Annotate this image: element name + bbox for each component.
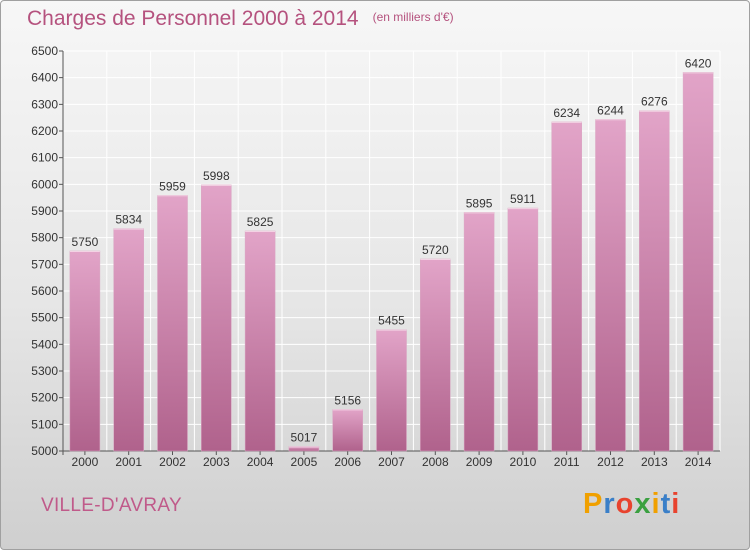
data-label: 5455 bbox=[378, 314, 405, 328]
bar bbox=[551, 121, 582, 452]
data-label: 5911 bbox=[510, 192, 536, 206]
bar bbox=[244, 230, 276, 452]
data-label: 5998 bbox=[203, 169, 230, 183]
y-tick-label: 6400 bbox=[31, 71, 58, 85]
x-tick-label: 2007 bbox=[378, 455, 405, 469]
data-label: 5959 bbox=[159, 179, 186, 193]
x-tick-label: 2004 bbox=[247, 455, 274, 469]
data-label: 5017 bbox=[291, 430, 318, 444]
x-tick-label: 2002 bbox=[159, 455, 186, 469]
y-tick-labels: 5000 5100 5200 5300 5400 5500 5600 5700 5800 5900… bbox=[31, 44, 58, 458]
commune-name: VILLE-D'AVRAY bbox=[41, 495, 182, 516]
brand-letter: r bbox=[603, 488, 616, 520]
y-tick-label: 5100 bbox=[31, 417, 58, 431]
x-tick-label: 2005 bbox=[291, 455, 318, 469]
bar bbox=[69, 250, 101, 452]
bar bbox=[332, 409, 363, 452]
x-tick-label: 2000 bbox=[72, 455, 99, 469]
x-tick-label: 2014 bbox=[685, 455, 712, 469]
bar bbox=[639, 110, 670, 452]
data-label: 5895 bbox=[466, 196, 493, 210]
y-tick-label: 5000 bbox=[31, 444, 58, 458]
bar bbox=[201, 184, 232, 452]
data-label: 5156 bbox=[334, 393, 361, 407]
data-label: 5834 bbox=[115, 213, 142, 227]
bar bbox=[507, 207, 539, 452]
proxiti-logo[interactable]: Proxiti bbox=[583, 488, 680, 521]
y-tick-label: 5400 bbox=[31, 337, 58, 351]
y-tick-label: 5900 bbox=[31, 204, 58, 218]
y-tick-label: 5500 bbox=[31, 311, 58, 325]
bar bbox=[376, 329, 407, 452]
y-tick-label: 6100 bbox=[31, 151, 58, 165]
x-tick-label: 2006 bbox=[334, 455, 361, 469]
bar bbox=[595, 119, 626, 452]
bar bbox=[463, 212, 495, 452]
chart-title-text: Charges de Personnel 2000 à 2014 bbox=[27, 7, 359, 30]
brand-letter: i bbox=[671, 488, 681, 520]
x-tick-label: 2012 bbox=[597, 455, 624, 469]
data-label: 5750 bbox=[72, 235, 99, 249]
y-tick-label: 5300 bbox=[31, 364, 58, 378]
y-tick-label: 5600 bbox=[31, 284, 58, 298]
chart-title: Charges de Personnel 2000 à 2014 (en mill… bbox=[27, 7, 454, 31]
brand-letter: P bbox=[583, 488, 604, 520]
bar bbox=[420, 258, 451, 452]
bar bbox=[682, 72, 714, 452]
data-label: 6244 bbox=[597, 103, 624, 117]
data-label: 6234 bbox=[553, 106, 580, 120]
y-tick-label: 5800 bbox=[31, 231, 58, 245]
y-tick-label: 6500 bbox=[31, 44, 58, 58]
bar bbox=[113, 228, 144, 452]
data-label: 6420 bbox=[685, 56, 712, 70]
bar bbox=[157, 195, 188, 452]
y-tick-label: 5200 bbox=[31, 391, 58, 405]
x-tick-label: 2008 bbox=[422, 455, 449, 469]
data-label: 6276 bbox=[641, 95, 668, 109]
y-tick-label: 5700 bbox=[31, 257, 58, 271]
x-tick-label: 2013 bbox=[641, 455, 668, 469]
y-tick-label: 6000 bbox=[31, 177, 58, 191]
chart-subtitle: (en milliers d'€) bbox=[372, 10, 454, 24]
brand-letter: o bbox=[615, 488, 635, 520]
data-labels: 5750 5834 5959 5998 5825 5017 5156 5455 5720 5895… bbox=[72, 56, 712, 444]
x-tick-label: 2010 bbox=[510, 455, 537, 469]
y-tick-label: 6200 bbox=[31, 124, 58, 138]
x-tick-label: 2001 bbox=[115, 455, 142, 469]
x-tick-label: 2011 bbox=[554, 455, 580, 469]
x-tick-label: 2009 bbox=[466, 455, 493, 469]
brand-letter: t bbox=[660, 488, 672, 520]
x-tick-label: 2003 bbox=[203, 455, 230, 469]
bars bbox=[69, 72, 714, 452]
data-label: 5720 bbox=[422, 243, 449, 257]
y-tick-label: 6300 bbox=[31, 97, 58, 111]
data-label: 5825 bbox=[247, 215, 274, 229]
brand-letter: i bbox=[651, 488, 661, 520]
brand-letter: x bbox=[634, 488, 652, 520]
x-tick-labels: 2000 2001 2002 2003 2004 2005 2006 2007 2008 2009… bbox=[72, 455, 712, 469]
